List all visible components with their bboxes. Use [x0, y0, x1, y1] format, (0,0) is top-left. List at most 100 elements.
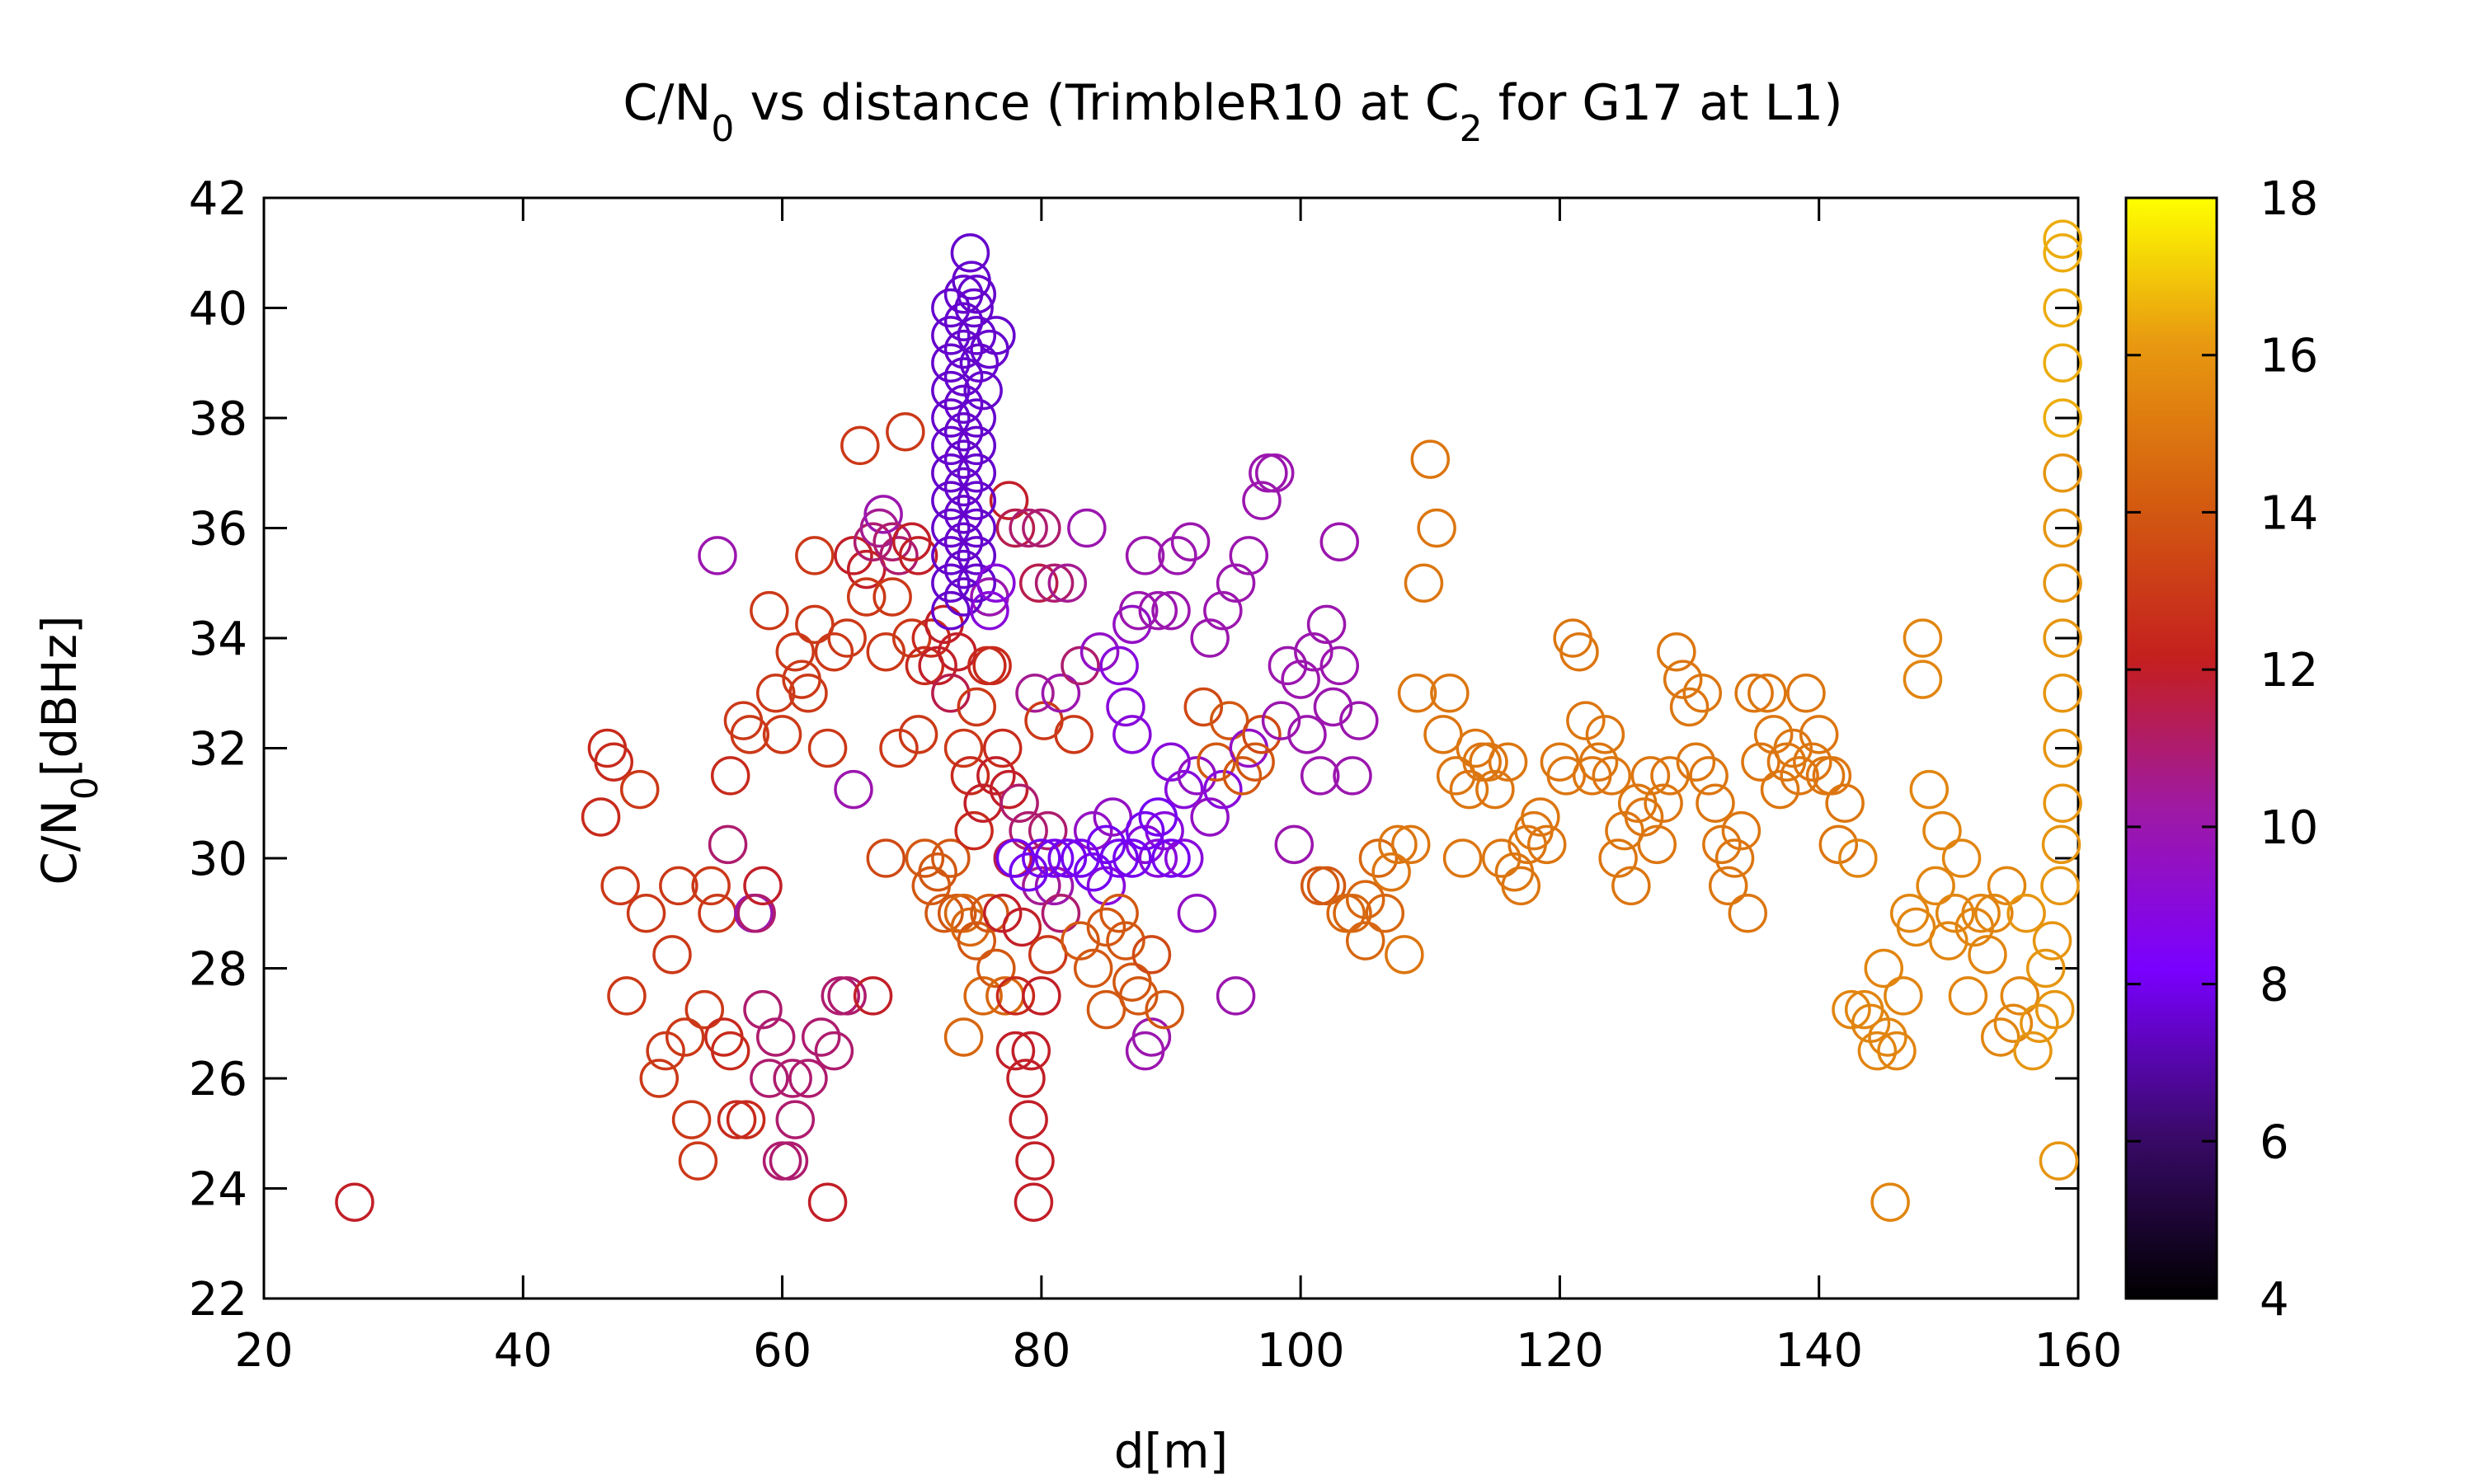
data-point — [708, 824, 748, 865]
data-point — [2043, 219, 2082, 259]
data-point — [1118, 590, 1159, 631]
data-point — [1896, 907, 1936, 947]
data-point — [931, 590, 971, 631]
data-point — [1786, 674, 1826, 713]
y-axis-title: C/N0[dBHz] — [31, 615, 106, 885]
data-point — [1812, 756, 1852, 796]
data-point — [931, 425, 971, 466]
data-point — [1106, 921, 1145, 960]
data-point — [963, 370, 1003, 411]
data-point — [1974, 894, 2014, 933]
data-point — [600, 866, 640, 906]
data-point — [1034, 563, 1075, 603]
data-point — [1022, 866, 1061, 906]
data-point — [957, 425, 997, 466]
data-point — [788, 1059, 828, 1098]
data-point — [943, 522, 984, 561]
data-point — [1222, 756, 1263, 796]
data-point — [1708, 866, 1748, 906]
data-point — [846, 577, 887, 617]
data-point — [943, 275, 984, 314]
data-point — [717, 1100, 757, 1139]
data-point — [1358, 838, 1399, 878]
data-point — [1385, 935, 1424, 974]
data-point — [814, 632, 854, 672]
data-point — [2025, 948, 2066, 989]
data-point — [891, 618, 932, 658]
data-point — [726, 1100, 766, 1139]
data-point — [1818, 824, 1859, 865]
data-point — [982, 894, 1023, 933]
data-point — [1909, 769, 1950, 810]
data-point — [963, 976, 1003, 1016]
data-point — [1449, 769, 1489, 810]
data-point — [646, 1031, 685, 1071]
data-point — [1216, 563, 1256, 603]
data-point — [905, 838, 945, 878]
data-point — [1313, 687, 1353, 727]
data-point — [1793, 742, 1832, 782]
data-point — [1106, 687, 1145, 727]
colorbar-ticks: 4 6 8 10 12 14 16 18 — [2126, 172, 2318, 1327]
data-point — [1047, 563, 1088, 603]
data-point — [954, 810, 994, 851]
data-point — [1734, 674, 1774, 713]
data-point — [1073, 810, 1113, 851]
data-point — [931, 481, 971, 520]
data-point — [1009, 852, 1048, 892]
data-point — [1566, 701, 1606, 740]
data-point — [834, 769, 873, 810]
data-point — [1929, 921, 1968, 960]
data-point — [743, 989, 783, 1030]
data-point — [1209, 701, 1249, 740]
data-point — [911, 618, 952, 658]
data-point — [795, 536, 835, 575]
data-point — [1417, 508, 1456, 548]
data-point — [999, 783, 1039, 823]
data-point — [976, 316, 1016, 355]
colorbar — [2124, 196, 2218, 1300]
data-point — [1151, 590, 1191, 631]
data-point — [976, 756, 1016, 796]
data-point — [846, 549, 887, 589]
data-point — [1054, 715, 1094, 754]
x-tick-label: 80 — [1012, 1324, 1070, 1378]
data-point — [1644, 783, 1683, 823]
data-point — [1481, 838, 1522, 878]
data-point — [943, 411, 984, 452]
y-tick-label: 40 — [189, 283, 247, 336]
data-point — [1138, 797, 1178, 837]
data-point — [931, 838, 971, 878]
data-point — [1371, 852, 1411, 892]
y-tick-label: 38 — [189, 392, 247, 446]
data-point — [1780, 756, 1819, 796]
colorbar-tick-label: 6 — [2260, 1115, 2289, 1169]
y-tick-label: 28 — [189, 943, 247, 997]
data-point — [335, 1182, 374, 1222]
data-point — [1585, 715, 1625, 754]
data-point — [2032, 921, 2072, 960]
y-axis-ticks: 22 24 26 28 30 32 34 36 38 40 42 — [189, 172, 2078, 1327]
data-point — [1190, 797, 1230, 837]
data-point — [1009, 1100, 1048, 1139]
data-point — [1760, 769, 1800, 810]
data-point — [2041, 824, 2081, 865]
data-point — [1086, 907, 1126, 947]
data-point — [1158, 536, 1197, 575]
data-point — [2043, 563, 2082, 603]
data-point — [1702, 824, 1742, 865]
data-point — [1365, 894, 1405, 933]
data-point — [957, 536, 997, 575]
data-point — [773, 1059, 812, 1098]
data-point — [863, 495, 903, 534]
data-point — [1235, 742, 1275, 782]
data-point — [989, 769, 1029, 810]
data-point — [1488, 742, 1528, 782]
data-point — [2043, 508, 2082, 548]
data-point — [2043, 343, 2082, 383]
data-point — [1345, 921, 1385, 960]
data-point — [1799, 715, 1839, 754]
data-point — [1015, 674, 1055, 713]
data-point — [957, 921, 997, 960]
data-point — [1857, 1031, 1898, 1071]
